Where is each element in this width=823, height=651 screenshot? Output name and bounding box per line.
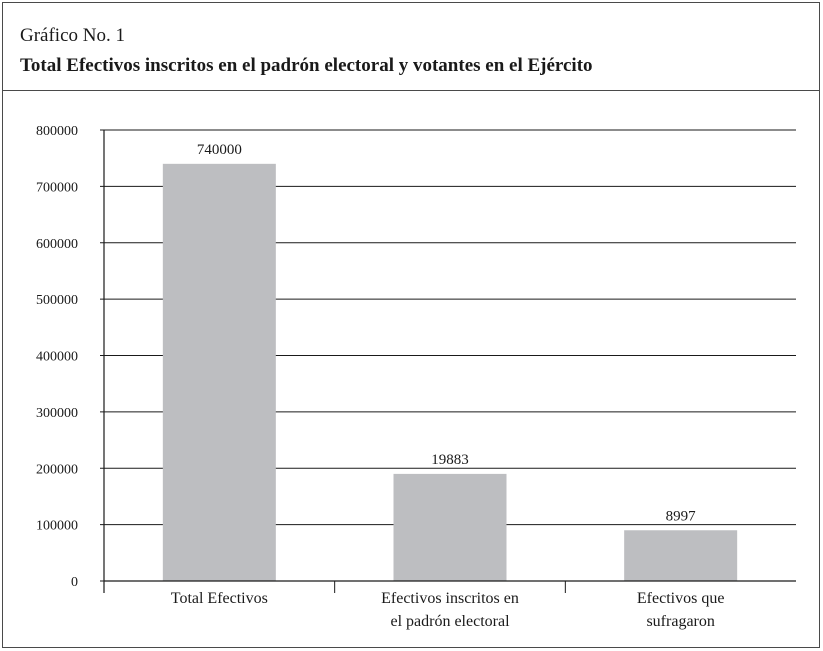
- figure-number: Gráfico No. 1: [20, 25, 125, 46]
- y-tick-label: 600000: [36, 237, 78, 252]
- bar: [624, 530, 738, 581]
- y-tick-label: 0: [71, 575, 78, 590]
- data-label: 740000: [197, 142, 242, 158]
- x-tick-label: sufragaron: [646, 613, 714, 630]
- y-tick-label: 200000: [36, 462, 78, 477]
- y-tick-label: 800000: [36, 124, 78, 139]
- x-tick-label: el padrón electoral: [390, 613, 510, 630]
- figure-header: Gráfico No. 1 Total Efectivos inscritos …: [3, 3, 819, 91]
- x-tick-label: Efectivos que: [637, 590, 725, 607]
- bar: [393, 473, 507, 581]
- data-label: 8997: [666, 508, 697, 524]
- x-tick-label: Efectivos inscritos en: [381, 590, 519, 607]
- y-tick-label: 100000: [36, 519, 78, 534]
- y-tick-label: 300000: [36, 406, 78, 421]
- y-tick-label: 400000: [36, 350, 78, 365]
- x-tick-label: Total Efectivos: [171, 590, 268, 607]
- data-label: 19883: [431, 452, 469, 468]
- figure-title: Total Efectivos inscritos en el padrón e…: [20, 55, 593, 76]
- y-tick-label: 700000: [36, 180, 78, 195]
- y-tick-label: 500000: [36, 293, 78, 308]
- bar: [162, 163, 276, 581]
